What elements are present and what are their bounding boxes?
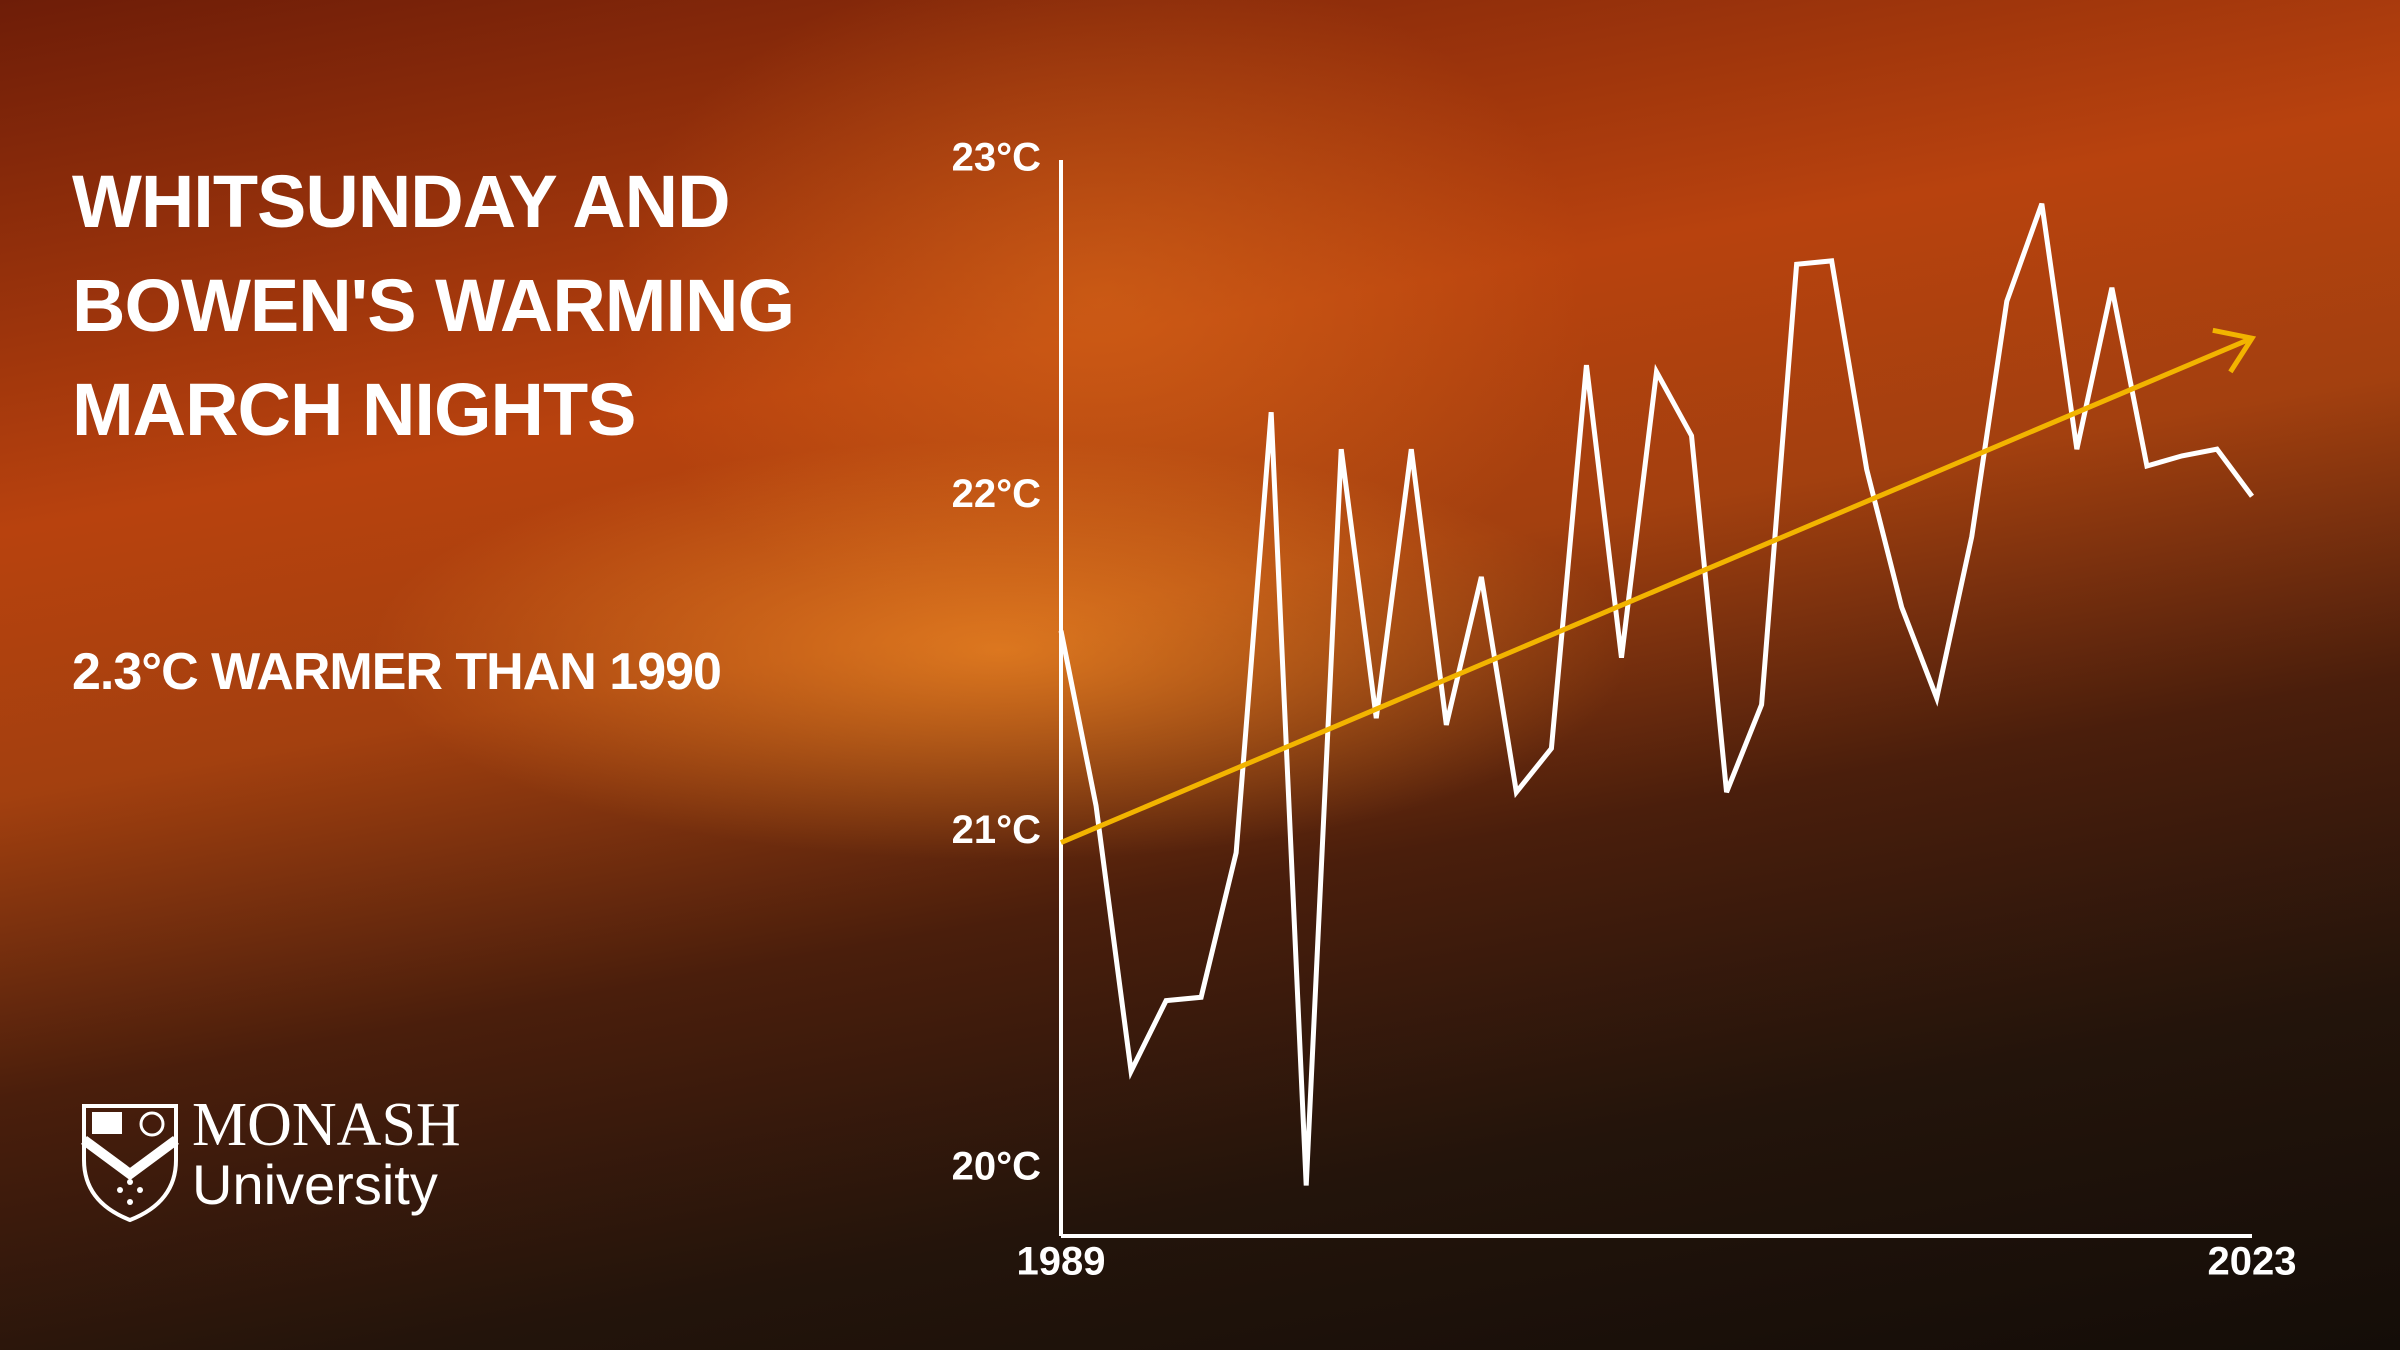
chart-subtitle: 2.3°C WARMER THAN 1990	[72, 643, 722, 701]
data-line	[1058, 202, 2255, 1186]
trend-arrowhead	[2212, 327, 2257, 374]
y-tick-label: 21°C	[952, 808, 1041, 852]
logo-shield	[81, 1104, 179, 1223]
y-tick-label: 23°C	[952, 136, 1041, 180]
trend-line	[1060, 335, 2253, 845]
y-tick-label: 20°C	[952, 1144, 1041, 1188]
chart-title: WHITSUNDAY AND BOWEN'S WARMING MARCH NIG…	[72, 160, 795, 451]
logo-name: MONASH	[192, 1091, 461, 1159]
x-tick-label: 2023	[2208, 1240, 2297, 1284]
x-tick-label: 1989	[1017, 1240, 1106, 1284]
logo-subname: University	[192, 1153, 438, 1216]
y-tick-label: 22°C	[952, 472, 1041, 516]
